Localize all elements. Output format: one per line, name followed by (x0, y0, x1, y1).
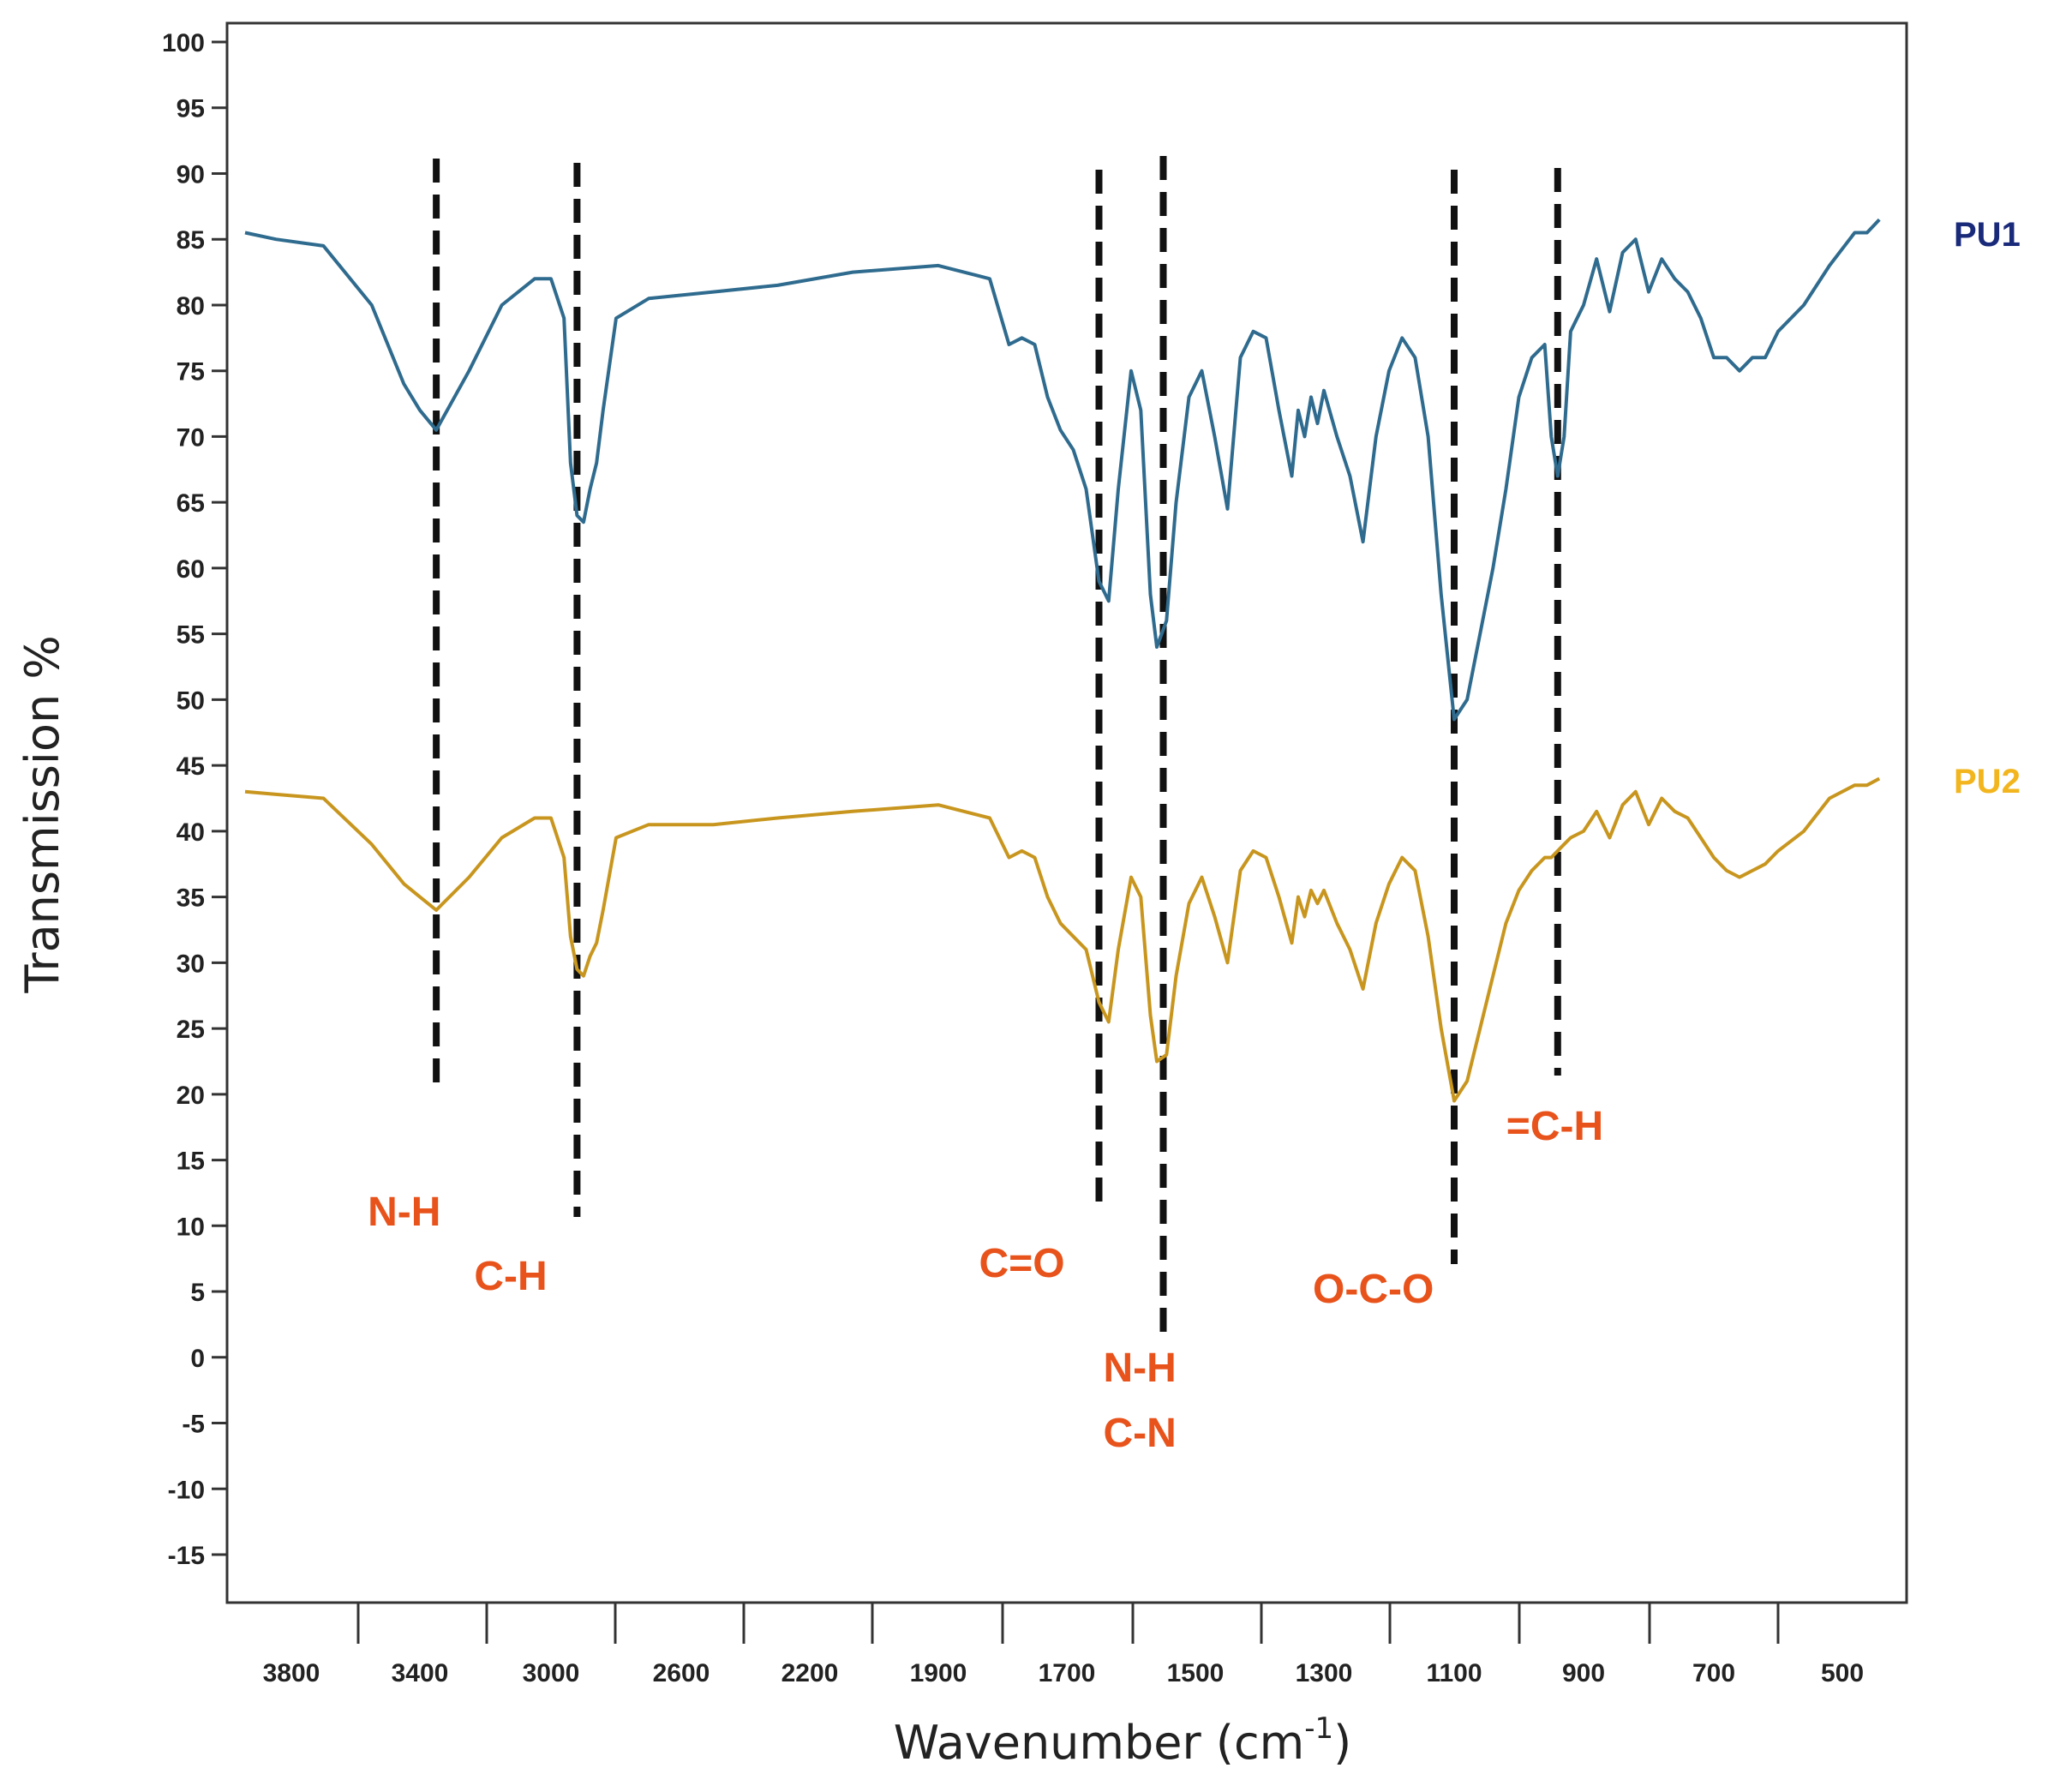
y-tick-label: 40 (177, 818, 205, 847)
y-tick-label: 75 (177, 358, 205, 387)
y-tick-label: 85 (177, 226, 205, 255)
x-tick-label: 2600 (653, 1659, 710, 1687)
y-tick-label: 45 (177, 752, 205, 781)
legend: PU1 PU2 (1954, 216, 2021, 800)
y-tick-label: 10 (177, 1213, 205, 1241)
y-tick-label: 50 (177, 686, 205, 715)
y-tick-label: 25 (177, 1016, 205, 1044)
y-tick-label: -15 (168, 1542, 205, 1570)
band-label: C-H (474, 1254, 547, 1299)
y-tick-label: 55 (177, 621, 205, 650)
x-tick-label: 1300 (1296, 1659, 1353, 1687)
band-label: N-H (1104, 1345, 1177, 1391)
y-axis-title: Transmission % (15, 635, 69, 993)
legend-label-pu2: PU2 (1954, 763, 2021, 800)
band-labels: N-H C-H C=O N-H C-N O-C-O =C-H (368, 1104, 1603, 1456)
band-label: N-H (368, 1190, 440, 1235)
y-tick-label: 5 (190, 1279, 205, 1307)
x-axis-title: Wavenumber (cm-1) (894, 1711, 1351, 1770)
x-axis-title-superscript: -1 (1304, 1711, 1333, 1746)
x-tick-label: 3800 (263, 1659, 320, 1687)
x-axis: 3800 3400 3000 2600 2200 1900 1700 1500 1300 1100… (263, 1603, 1864, 1687)
y-tick-label: 35 (177, 884, 205, 913)
y-tick-label: 100 (162, 29, 205, 57)
y-tick-label: 60 (177, 555, 205, 584)
y-tick-label: 90 (177, 160, 205, 189)
band-markers (433, 156, 1561, 1333)
legend-label-pu1: PU1 (1954, 216, 2021, 254)
y-tick-label: 0 (190, 1345, 205, 1373)
x-tick-label: 1500 (1167, 1659, 1225, 1687)
x-axis-title-close: ) (1333, 1716, 1351, 1770)
series-line-pu1 (244, 218, 1881, 722)
x-tick-label: 500 (1821, 1659, 1864, 1687)
x-tick-label: 700 (1692, 1659, 1735, 1687)
y-tick-label: 15 (177, 1148, 205, 1176)
x-tick-label: 1900 (910, 1659, 967, 1687)
x-tick-label: 1100 (1426, 1659, 1482, 1687)
x-tick-label: 2200 (781, 1659, 839, 1687)
x-tick-label: 900 (1562, 1659, 1605, 1687)
band-label: O-C-O (1313, 1267, 1434, 1312)
y-tick-label: 65 (177, 489, 205, 518)
y-tick-label: -5 (182, 1411, 205, 1439)
x-tick-label: 3000 (523, 1659, 580, 1687)
y-tick-label: 30 (177, 950, 205, 978)
series-lines (244, 218, 1881, 1103)
y-tick-label: 80 (177, 292, 205, 321)
y-tick-label: -10 (168, 1476, 205, 1504)
band-label: =C-H (1506, 1104, 1603, 1149)
y-tick-label: 20 (177, 1082, 205, 1110)
y-axis: 1009590858075706560555045403530252015105… (162, 29, 227, 1570)
y-tick-label: 95 (177, 95, 205, 123)
y-tick-label: 70 (177, 423, 205, 452)
band-label: C=O (979, 1241, 1065, 1286)
x-tick-label: 1700 (1039, 1659, 1096, 1687)
band-label-secondary: C-N (1104, 1411, 1177, 1456)
x-tick-label: 3400 (392, 1659, 449, 1687)
plot-frame (225, 21, 1908, 1604)
series-line-pu2 (244, 776, 1881, 1103)
